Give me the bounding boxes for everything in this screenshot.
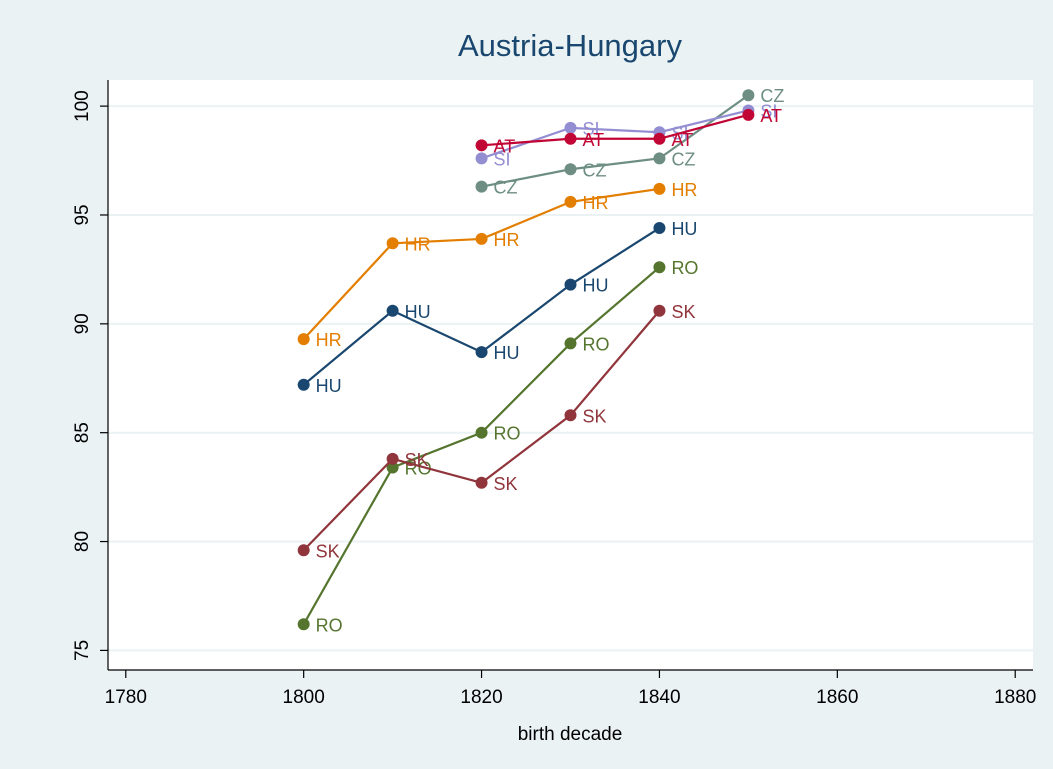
point [653,152,666,165]
x-tick-label: 1780 [105,687,147,708]
point [386,452,399,465]
point [653,222,666,235]
point [475,139,488,152]
x-tick-label: 1860 [816,687,858,708]
point [564,409,577,422]
y-tick-label: 85 [72,422,93,443]
y-tick-label: 90 [72,313,93,334]
point [564,337,577,350]
data-label: HR [583,193,609,213]
point [564,132,577,145]
data-label: AT [760,106,782,126]
data-label: HR [671,180,697,200]
point [475,346,488,359]
data-label: HR [316,330,342,350]
x-tick-label: 1820 [460,687,502,708]
data-label: HU [583,276,609,296]
point [564,195,577,208]
data-label: RO [583,334,610,354]
point [653,261,666,274]
point [297,544,310,557]
data-label: HR [494,230,520,250]
series-line [481,113,749,147]
data-label: HU [405,302,431,322]
x-tick-label: 1800 [283,687,325,708]
point [742,108,755,121]
data-label: AT [671,130,693,150]
x-tick-label: 1840 [638,687,680,708]
point [564,121,577,134]
point [564,163,577,176]
point [742,89,755,102]
data-label: CZ [671,149,695,169]
point [653,132,666,145]
point [475,476,488,489]
data-label: CZ [583,160,607,180]
data-label: HU [494,343,520,363]
data-label: CZ [760,86,784,106]
data-label: RO [671,258,698,278]
data-label: SK [583,406,607,426]
plot-area [108,80,1033,670]
data-label: SI [760,101,777,121]
point [475,152,488,165]
data-label: SK [405,450,429,470]
y-tick-label: 80 [72,531,93,552]
point [386,461,399,474]
point [386,304,399,317]
x-axis-label: birth decade [518,724,623,745]
data-label: RO [316,615,343,635]
y-tick-label: 75 [72,640,93,661]
data-label: AT [583,130,605,150]
point [297,618,310,631]
data-label: AT [494,136,516,156]
point [564,278,577,291]
data-label: HU [671,219,697,239]
point [475,232,488,245]
chart-title: Austria-Hungary [458,28,682,63]
data-label: RO [494,424,521,444]
point [297,333,310,346]
data-label: SI [494,149,511,169]
y-tick-label: 95 [72,204,93,225]
point [297,378,310,391]
data-label: SK [671,302,695,322]
data-label: HU [316,376,342,396]
point [386,237,399,250]
point [475,180,488,193]
point [653,182,666,195]
y-tick-label: 100 [72,90,93,122]
data-label: SK [316,541,340,561]
data-label: CZ [494,178,518,198]
x-tick-label: 1880 [994,687,1036,708]
data-label: SK [494,474,518,494]
point [653,304,666,317]
point [475,426,488,439]
data-label: SI [583,119,600,139]
data-label: HR [405,234,431,254]
